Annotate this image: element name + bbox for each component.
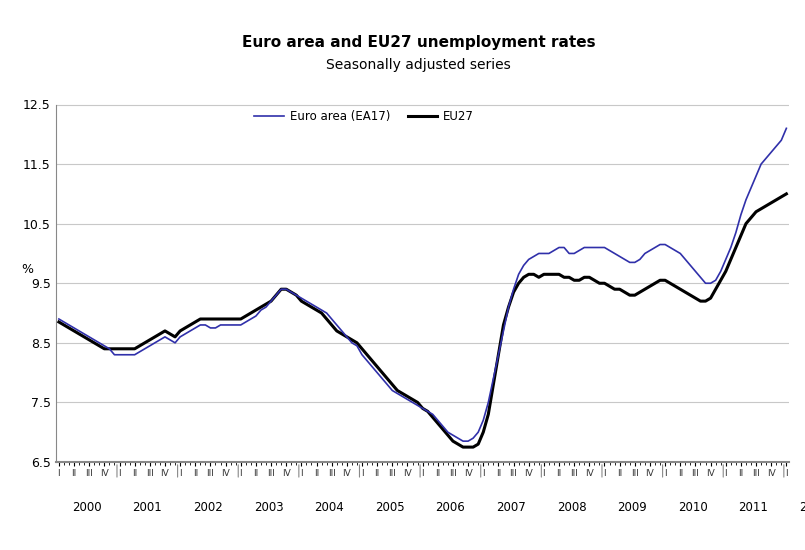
Y-axis label: %: % [21,263,33,276]
Text: 2006: 2006 [436,501,465,514]
Text: 2009: 2009 [617,501,647,514]
Text: 2000: 2000 [72,501,101,514]
Text: 2005: 2005 [375,501,405,514]
Text: 2004: 2004 [314,501,344,514]
Text: Euro area and EU27 unemployment rates: Euro area and EU27 unemployment rates [242,35,596,50]
Text: 2003: 2003 [254,501,283,514]
Text: 2011: 2011 [739,501,769,514]
Text: 2002: 2002 [193,501,223,514]
Legend: Euro area (EA17), EU27: Euro area (EA17), EU27 [254,111,474,123]
Text: 2001: 2001 [132,501,162,514]
Text: 2010: 2010 [678,501,708,514]
Text: 2012: 2012 [799,501,805,514]
Text: 2007: 2007 [496,501,526,514]
Text: 2008: 2008 [557,501,587,514]
Text: Seasonally adjusted series: Seasonally adjusted series [326,58,511,72]
